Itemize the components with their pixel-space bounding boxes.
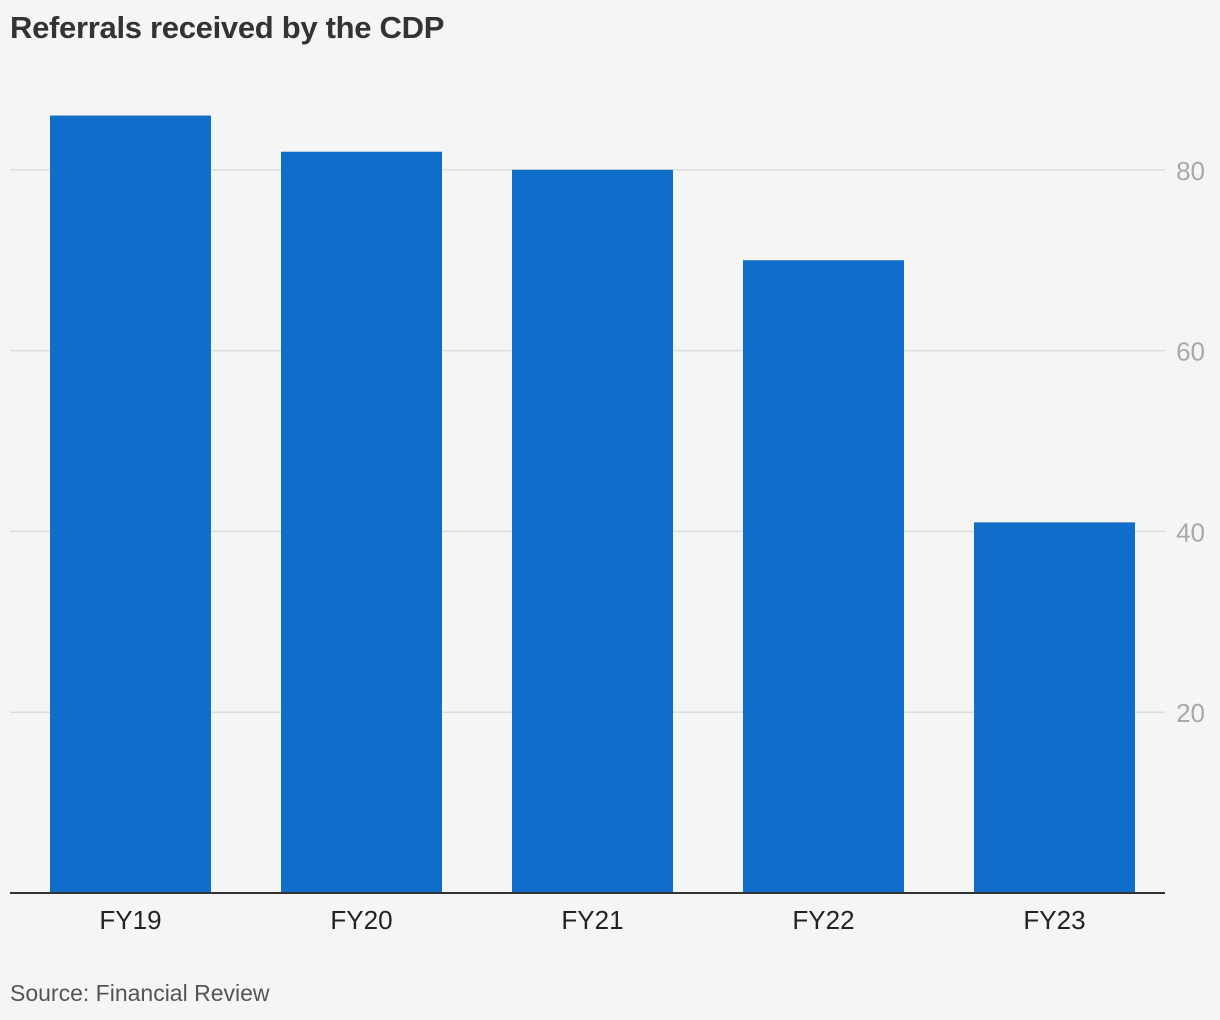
y-tick-label: 40 bbox=[1176, 517, 1205, 547]
x-tick-label: FY21 bbox=[561, 905, 623, 935]
y-tick-label: 20 bbox=[1176, 698, 1205, 728]
bars bbox=[50, 115, 1135, 894]
bar-fy21 bbox=[512, 169, 673, 894]
y-tick-label: 60 bbox=[1176, 337, 1205, 367]
bar-fy20 bbox=[281, 151, 442, 894]
x-tick-label: FY19 bbox=[99, 905, 161, 935]
source-note: Source: Financial Review bbox=[10, 980, 270, 1006]
bar-fy22 bbox=[743, 260, 904, 893]
y-tick-label: 80 bbox=[1176, 156, 1205, 186]
bar-fy23 bbox=[974, 522, 1135, 893]
y-axis-ticks: 20 40 60 80 bbox=[1176, 156, 1205, 728]
x-tick-label: FY23 bbox=[1023, 905, 1085, 935]
bar-fy19 bbox=[50, 115, 211, 893]
x-axis-ticks: FY19 FY20 FY21 FY22 FY23 bbox=[99, 905, 1085, 935]
chart-title: Referrals received by the CDP bbox=[10, 10, 445, 45]
x-tick-label: FY20 bbox=[330, 905, 392, 935]
x-tick-label: FY22 bbox=[792, 905, 854, 935]
